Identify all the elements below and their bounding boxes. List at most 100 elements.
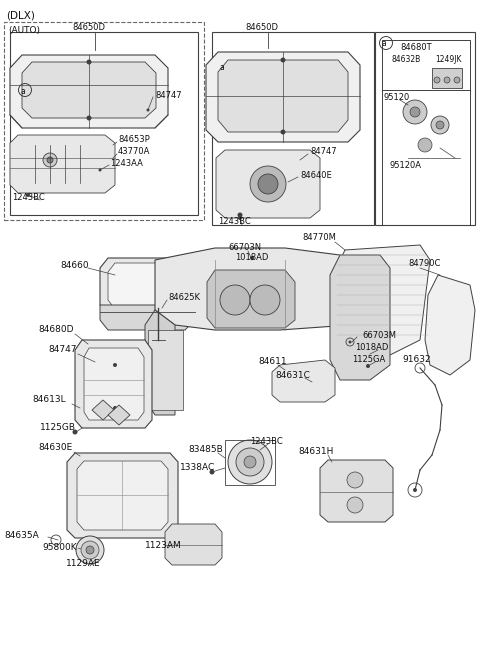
Circle shape (86, 60, 92, 64)
Text: 84613L: 84613L (32, 396, 66, 405)
Bar (212, 32, 374, 225)
Circle shape (228, 440, 272, 484)
Text: 1018AD: 1018AD (235, 253, 268, 263)
Circle shape (81, 541, 99, 559)
Polygon shape (165, 524, 222, 565)
Text: 1243BC: 1243BC (12, 193, 45, 202)
Text: 84747: 84747 (155, 90, 181, 100)
Circle shape (47, 157, 53, 163)
Circle shape (348, 341, 351, 343)
Polygon shape (108, 405, 130, 425)
Bar (148, 330, 183, 410)
Circle shape (434, 77, 440, 83)
Circle shape (238, 212, 242, 217)
Circle shape (250, 285, 280, 315)
Circle shape (250, 166, 286, 202)
Text: 1018AD: 1018AD (355, 343, 388, 352)
Text: 84631C: 84631C (275, 371, 310, 379)
Circle shape (444, 77, 450, 83)
Polygon shape (330, 255, 390, 380)
Text: 1129AE: 1129AE (66, 559, 101, 569)
Text: 84632B: 84632B (392, 56, 421, 64)
Text: 1243BC: 1243BC (218, 217, 251, 227)
Text: 84680T: 84680T (400, 43, 432, 52)
Polygon shape (216, 150, 320, 218)
Polygon shape (22, 62, 156, 118)
Circle shape (418, 138, 432, 152)
Polygon shape (155, 248, 370, 330)
Text: (AUTO): (AUTO) (8, 26, 40, 35)
Text: 84630E: 84630E (38, 443, 72, 453)
Circle shape (113, 406, 117, 410)
Circle shape (366, 364, 370, 368)
Circle shape (86, 546, 94, 554)
Circle shape (113, 363, 117, 367)
Text: a: a (382, 39, 386, 48)
Circle shape (413, 488, 417, 492)
Polygon shape (100, 258, 195, 315)
Polygon shape (108, 263, 188, 309)
Text: 1249JK: 1249JK (435, 56, 461, 64)
Text: 84631H: 84631H (298, 447, 334, 457)
Text: 84611: 84611 (258, 358, 287, 367)
Text: 43770A: 43770A (118, 147, 150, 157)
Circle shape (436, 121, 444, 129)
Text: 1123AM: 1123AM (145, 542, 182, 550)
Text: 84625K: 84625K (168, 293, 200, 303)
Circle shape (43, 153, 57, 167)
Text: 83485B: 83485B (188, 445, 223, 455)
Bar (225, 440, 275, 485)
Circle shape (238, 216, 242, 220)
Text: 95800K: 95800K (42, 544, 77, 553)
Circle shape (26, 193, 30, 197)
Text: 95120: 95120 (384, 94, 410, 102)
Circle shape (431, 116, 449, 134)
Polygon shape (77, 461, 168, 530)
Polygon shape (425, 275, 475, 375)
Bar (10, 32, 198, 215)
Polygon shape (10, 135, 115, 193)
Text: 84653P: 84653P (118, 136, 150, 145)
Circle shape (98, 168, 101, 172)
Text: 84680D: 84680D (38, 326, 73, 335)
Text: 1125GA: 1125GA (352, 356, 385, 364)
Bar (4, 22, 204, 220)
Polygon shape (10, 55, 168, 128)
Text: 84650D: 84650D (245, 24, 278, 33)
Circle shape (410, 107, 420, 117)
Bar (382, 40, 470, 225)
Text: 95120A: 95120A (390, 160, 422, 170)
Polygon shape (207, 270, 295, 328)
Text: 84635A: 84635A (4, 531, 39, 540)
Circle shape (244, 456, 256, 468)
Text: 66703M: 66703M (362, 331, 396, 339)
Circle shape (403, 100, 427, 124)
Text: 84770M: 84770M (302, 233, 336, 242)
Circle shape (236, 448, 264, 476)
Circle shape (284, 369, 287, 371)
Circle shape (250, 256, 254, 260)
Text: a: a (21, 86, 25, 96)
Bar (432, 68, 462, 88)
Polygon shape (206, 52, 360, 142)
Polygon shape (218, 60, 348, 132)
Circle shape (280, 130, 286, 134)
Text: 84640E: 84640E (300, 170, 332, 179)
Circle shape (146, 109, 149, 111)
Circle shape (72, 430, 77, 434)
Circle shape (258, 174, 278, 194)
Text: 84747: 84747 (48, 345, 76, 354)
Circle shape (454, 77, 460, 83)
Polygon shape (84, 348, 144, 420)
Text: 84660: 84660 (60, 261, 89, 269)
Polygon shape (320, 460, 393, 522)
Circle shape (220, 285, 250, 315)
Text: 1243BC: 1243BC (250, 438, 283, 447)
Polygon shape (335, 245, 430, 355)
Text: 1125GB: 1125GB (40, 424, 76, 432)
Circle shape (76, 536, 104, 564)
Polygon shape (92, 400, 114, 420)
Polygon shape (75, 340, 152, 428)
Polygon shape (67, 453, 178, 538)
Text: 1243AA: 1243AA (110, 159, 143, 168)
